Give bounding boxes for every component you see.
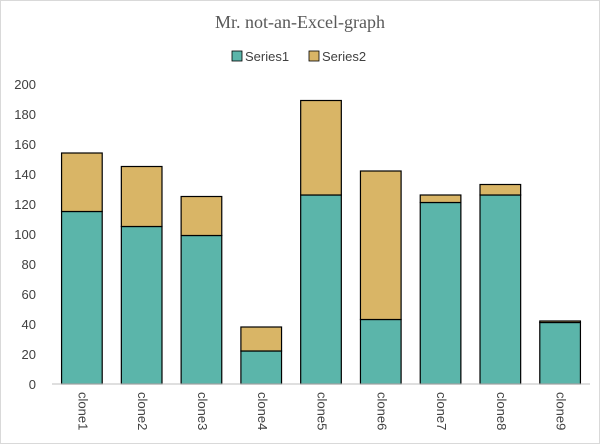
bar-series1-clone7 xyxy=(419,201,462,385)
bar-series1-clone4 xyxy=(240,350,283,385)
bar-series2-clone5 xyxy=(300,99,342,196)
bars xyxy=(60,99,582,385)
bar-series2-clone2 xyxy=(120,165,163,228)
legend-swatch-series2 xyxy=(308,50,320,62)
y-tick-label: 180 xyxy=(14,107,36,122)
bar-series1-clone1 xyxy=(60,210,103,385)
y-tick-label: 120 xyxy=(14,197,36,212)
bar-series1-clone6 xyxy=(359,318,402,385)
y-tick-label: 100 xyxy=(14,227,36,242)
y-tick-label: 20 xyxy=(22,347,36,362)
x-tick-label-clone1: clone1 xyxy=(75,392,90,430)
legend: Series1 Series2 xyxy=(231,49,366,64)
y-tick-label: 140 xyxy=(14,167,36,182)
legend-label-series1: Series1 xyxy=(245,49,289,64)
x-tick-label-clone4: clone4 xyxy=(255,392,270,430)
x-tick-label-clone7: clone7 xyxy=(434,392,449,430)
chart-title: Mr. not-an-Excel-graph xyxy=(215,12,385,32)
legend-item-series1: Series1 xyxy=(231,49,289,64)
bar-series2-clone8 xyxy=(479,183,522,196)
bar-series1-clone2 xyxy=(120,225,163,385)
x-tick-label-clone8: clone8 xyxy=(494,392,509,430)
x-tick-label-clone2: clone2 xyxy=(135,392,150,430)
y-tick-label: 80 xyxy=(22,257,36,272)
bar-series2-clone1 xyxy=(60,152,103,213)
bar-series2-clone4 xyxy=(240,326,283,352)
y-tick-label: 0 xyxy=(29,377,36,392)
bar-series2-clone7 xyxy=(419,194,462,204)
legend-item-series2: Series2 xyxy=(308,49,366,64)
y-axis-ticks: 0 20 40 60 80 100 120 140 160 180 200 xyxy=(14,77,36,392)
bar-series1-clone8 xyxy=(479,194,522,385)
y-tick-label: 200 xyxy=(14,77,36,92)
y-tick-label: 160 xyxy=(14,137,36,152)
bar-series2-clone6 xyxy=(359,170,402,321)
bar-series2-clone9 xyxy=(539,320,582,324)
x-tick-label-clone9: clone9 xyxy=(554,392,569,430)
bar-series2-clone3 xyxy=(180,195,223,237)
legend-swatch-series1 xyxy=(231,50,243,62)
x-axis-labels: clone1 clone2 clone3 clone4 clone5 clone6 clon… xyxy=(75,392,568,430)
legend-label-series2: Series2 xyxy=(322,49,366,64)
y-tick-label: 60 xyxy=(22,287,36,302)
y-tick-label: 40 xyxy=(22,317,36,332)
x-tick-label-clone5: clone5 xyxy=(315,392,330,430)
bar-series1-clone5 xyxy=(300,194,342,385)
x-tick-label-clone6: clone6 xyxy=(374,392,389,430)
bar-series1-clone3 xyxy=(180,234,223,385)
x-tick-label-clone3: clone3 xyxy=(195,392,210,430)
bar-series1-clone9 xyxy=(539,321,582,385)
